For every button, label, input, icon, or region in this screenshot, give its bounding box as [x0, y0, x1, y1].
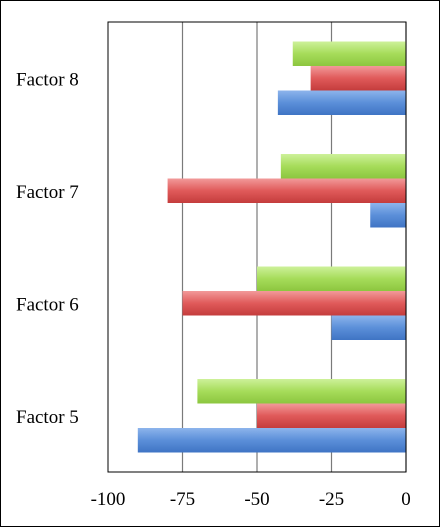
bar-factor-5-series-3: [197, 379, 406, 404]
bar-factor-7-series-1: [370, 203, 406, 228]
x-tick-label: -50: [244, 489, 269, 510]
bar-factor-5-series-2: [257, 403, 406, 428]
category-label: Factor 8: [16, 69, 79, 90]
bar-factor-8-series-1: [277, 90, 406, 115]
category-label: Factor 6: [16, 294, 79, 315]
category-labels: Factor 5 Factor 6 Factor 7 Factor 8: [16, 69, 79, 428]
category-label: Factor 5: [16, 407, 79, 428]
bar-factor-7-series-2: [167, 178, 406, 203]
x-tick-label: -25: [319, 489, 344, 510]
x-tick-labels: -100 -75 -50 -25 0: [91, 489, 411, 510]
bar-factor-7-series-3: [280, 154, 406, 179]
bar-factor-6-series-1: [331, 315, 406, 340]
plot-area-border: [107, 21, 407, 473]
bars: [137, 41, 407, 453]
category-label: Factor 7: [16, 182, 79, 203]
bar-factor-6-series-2: [182, 291, 406, 316]
bar-factor-8-series-2: [310, 66, 406, 91]
x-tick-label: -100: [91, 489, 126, 510]
bar-factor-8-series-3: [292, 41, 406, 66]
bar-factor-5-series-1: [137, 428, 407, 453]
x-tick-label: 0: [401, 489, 411, 510]
bar-factor-6-series-3: [257, 266, 406, 291]
x-tick-label: -75: [170, 489, 195, 510]
